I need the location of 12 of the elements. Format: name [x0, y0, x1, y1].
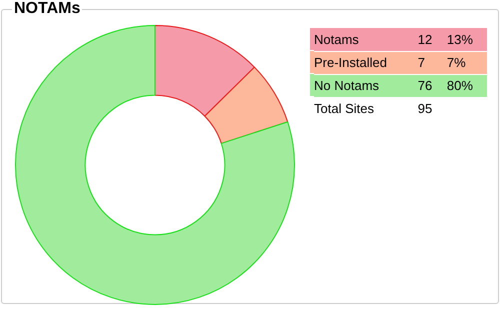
text: 95	[416, 100, 434, 118]
text: 80%	[446, 78, 473, 93]
legend-label: Pre-Installed	[314, 51, 414, 74]
data-label: 76	[414, 74, 443, 97]
data-label: 12	[414, 28, 443, 51]
data-label: 7	[414, 51, 443, 74]
legend-label: No Notams	[314, 74, 414, 97]
text: 7%	[446, 55, 466, 70]
text: Total Sites	[314, 100, 375, 118]
legend-label: Notams	[314, 28, 414, 51]
text: 13%	[446, 32, 473, 47]
chart-title: NOTAMs	[13, 0, 82, 18]
